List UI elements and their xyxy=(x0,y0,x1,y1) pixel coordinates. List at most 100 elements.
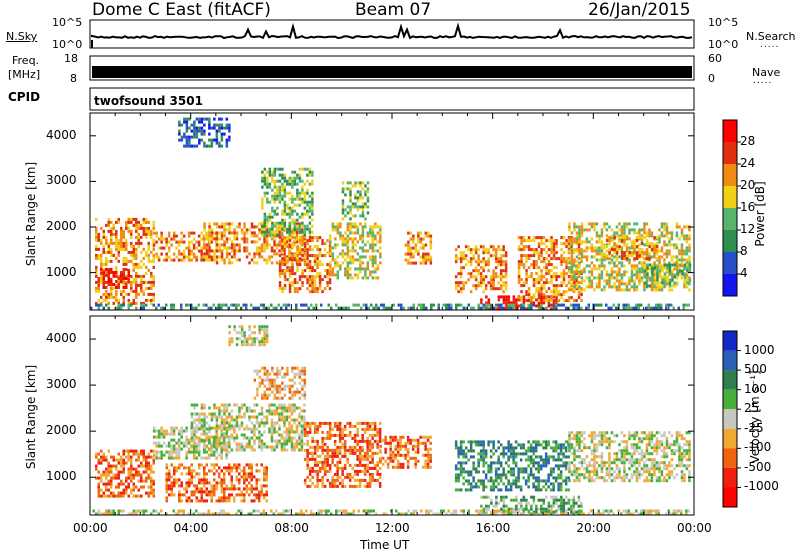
heatmap-cell xyxy=(400,303,403,307)
heatmap-cell xyxy=(270,445,274,449)
heatmap-cell xyxy=(208,430,211,434)
heatmap-cell xyxy=(375,306,378,310)
heatmap-cell xyxy=(150,286,153,290)
heatmap-cell xyxy=(361,187,365,191)
heatmap-cell xyxy=(102,247,105,251)
heatmap-cell xyxy=(670,303,673,307)
heatmap-cell xyxy=(218,424,221,428)
heatmap-cell xyxy=(260,409,264,413)
heatmap-cell xyxy=(290,427,294,431)
heatmap-cell xyxy=(120,226,123,230)
heatmap-cell xyxy=(487,269,490,273)
heatmap-cell xyxy=(675,267,679,271)
heatmap-cell xyxy=(301,393,304,397)
heatmap-cell xyxy=(198,490,201,494)
heatmap-cell xyxy=(243,225,246,229)
heatmap-cell xyxy=(135,241,138,245)
heatmap-cell xyxy=(318,281,322,285)
heatmap-cell xyxy=(422,258,425,262)
heatmap-cell xyxy=(522,296,526,300)
heatmap-cell xyxy=(348,478,352,482)
heatmap-cell xyxy=(497,248,500,252)
heatmap-cell xyxy=(281,167,284,171)
heatmap-cell xyxy=(308,173,312,177)
heatmap-cell xyxy=(95,452,98,456)
heatmap-cell xyxy=(457,257,460,261)
heatmap-cell xyxy=(107,241,110,245)
heatmap-cell xyxy=(220,448,224,452)
heatmap-cell xyxy=(203,415,206,419)
heatmap-cell xyxy=(341,234,345,238)
heatmap-cell xyxy=(339,252,342,256)
heatmap-cell xyxy=(663,266,667,270)
heatmap-cell xyxy=(135,470,138,474)
heatmap-cell xyxy=(230,231,234,235)
heatmap-cell xyxy=(598,237,601,241)
heatmap-cell xyxy=(225,427,229,431)
heatmap-cell xyxy=(623,222,626,226)
heatmap-cell xyxy=(298,372,302,376)
heatmap-cell xyxy=(170,463,173,467)
heatmap-cell xyxy=(379,237,382,241)
heatmap-cell xyxy=(622,303,625,307)
heatmap-cell xyxy=(336,445,339,449)
heatmap-cell xyxy=(378,481,382,485)
heatmap-cell xyxy=(263,372,267,376)
heatmap-cell xyxy=(625,222,629,226)
heatmap-cell xyxy=(666,275,669,279)
heatmap-cell xyxy=(540,287,543,291)
heatmap-cell xyxy=(545,272,548,276)
heatmap-cell xyxy=(100,268,103,271)
heatmap-cell xyxy=(653,251,656,255)
heatmap-cell xyxy=(645,282,649,286)
heatmap-cell xyxy=(678,237,681,241)
heatmap-cell xyxy=(222,303,225,307)
heatmap-cell xyxy=(407,246,410,250)
heatmap-cell xyxy=(331,267,335,271)
heatmap-cell xyxy=(575,282,579,286)
heatmap-cell xyxy=(255,225,259,229)
heatmap-cell xyxy=(285,436,289,440)
heatmap-cell xyxy=(348,451,352,455)
heatmap-cell xyxy=(326,445,329,449)
heatmap-cell xyxy=(328,421,332,425)
heatmap-cell xyxy=(296,182,299,186)
heatmap-cell xyxy=(117,485,120,489)
heatmap-cell xyxy=(547,254,551,258)
heatmap-cell xyxy=(341,240,345,244)
heatmap-cell xyxy=(193,430,196,434)
heatmap-cell xyxy=(351,222,355,226)
heatmap-cell xyxy=(346,222,350,226)
heatmap-cell xyxy=(127,220,130,224)
heatmap-cell xyxy=(125,491,128,495)
heatmap-cell xyxy=(223,246,226,250)
heatmap-cell xyxy=(200,126,204,130)
heatmap-cell xyxy=(97,280,100,283)
heatmap-cell xyxy=(326,281,329,285)
heatmap-cell xyxy=(379,240,382,244)
heatmap-cell xyxy=(343,463,347,467)
heatmap-cell xyxy=(643,266,647,270)
heatmap-cell xyxy=(100,271,103,275)
heatmap-cell xyxy=(580,222,584,226)
heatmap-cell xyxy=(573,225,576,229)
heatmap-cell xyxy=(170,432,173,436)
heatmap-cell xyxy=(95,289,98,293)
heatmap-cell xyxy=(223,406,226,410)
heatmap-cell xyxy=(193,144,196,148)
heatmap-cell xyxy=(263,176,267,180)
heatmap-cell xyxy=(635,254,639,258)
heatmap-cell xyxy=(147,256,150,260)
heatmap-cell xyxy=(215,246,218,250)
heatmap-cell xyxy=(547,269,551,273)
heatmap-cell xyxy=(552,251,556,255)
heatmap-cell xyxy=(286,212,289,216)
heatmap-cell xyxy=(572,303,575,307)
heatmap-cell xyxy=(640,242,644,246)
heatmap-cell xyxy=(301,200,304,204)
heatmap-cell xyxy=(560,254,563,258)
heatmap-cell xyxy=(369,273,372,277)
heatmap-cell xyxy=(318,278,322,282)
heatmap-cell xyxy=(610,239,614,243)
heatmap-cell xyxy=(210,450,213,454)
